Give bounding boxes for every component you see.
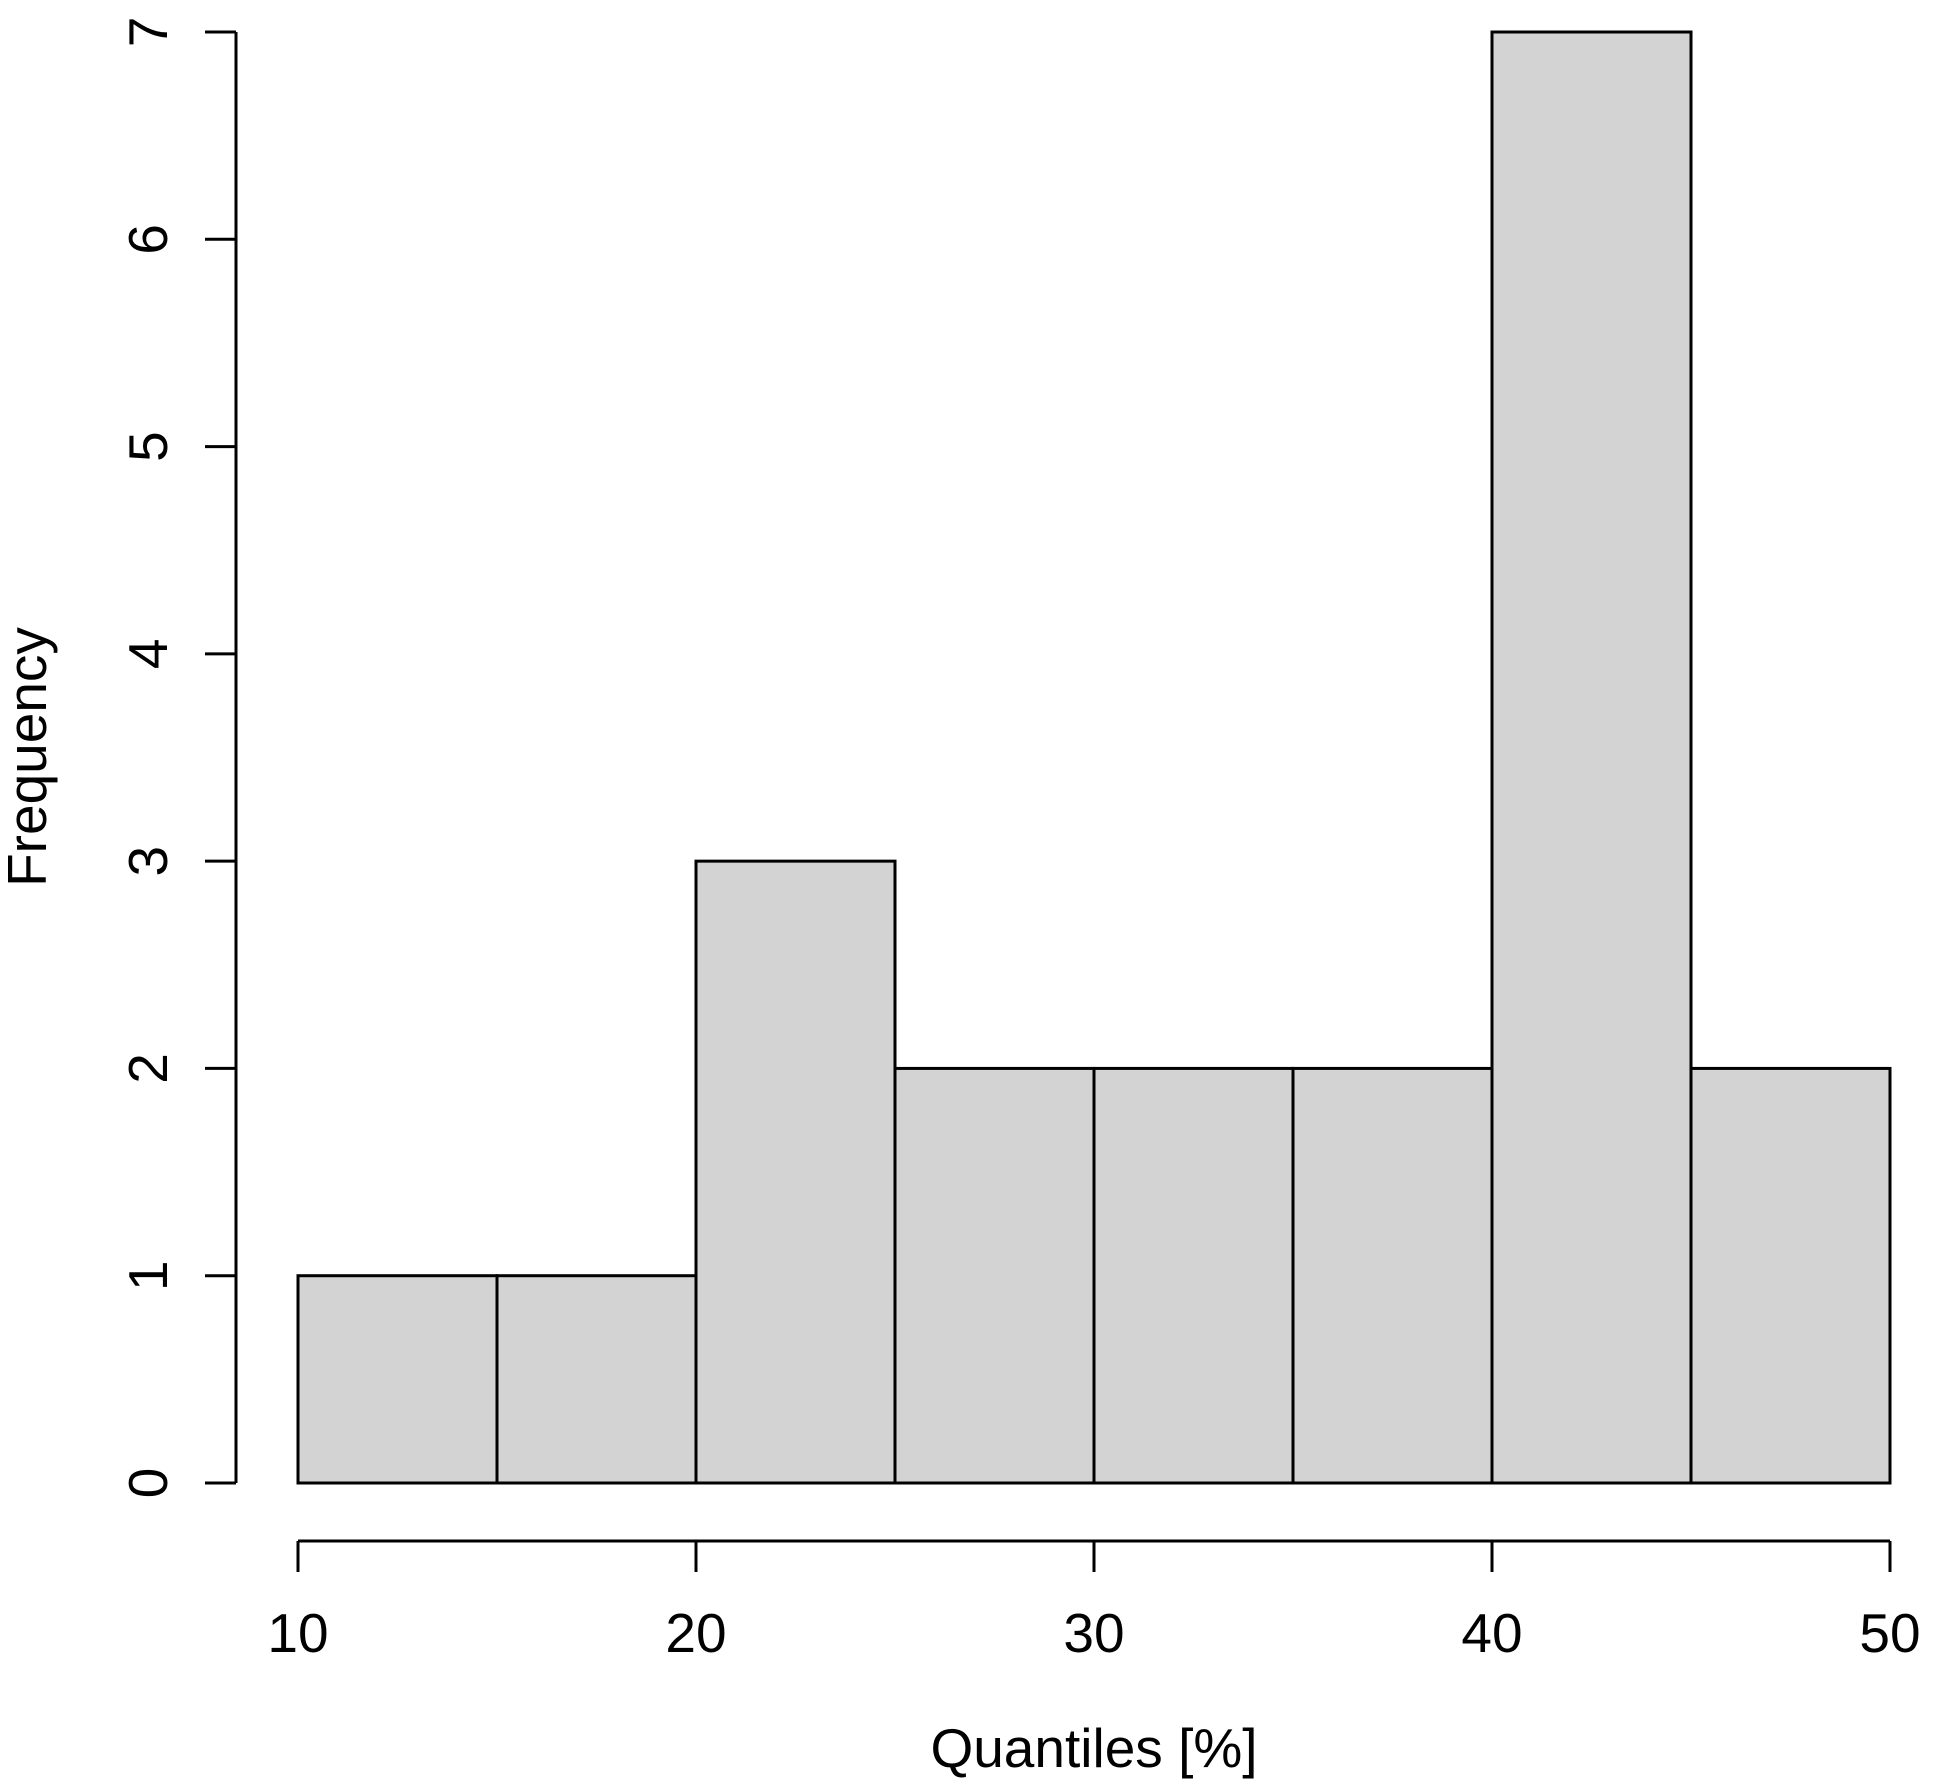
y-tick-label: 7 [117, 17, 179, 48]
x-tick-label: 20 [665, 1602, 726, 1664]
y-axis-title: Frequency [0, 627, 58, 887]
histogram-bar [1291, 1066, 1494, 1485]
y-tick-label: 4 [117, 639, 179, 670]
x-tick-label: 30 [1063, 1602, 1124, 1664]
histogram-bar [694, 859, 897, 1485]
y-tick-label: 5 [117, 431, 179, 462]
x-tick-label: 40 [1461, 1602, 1522, 1664]
y-tick-label: 6 [117, 224, 179, 255]
histogram-bar [1689, 1066, 1892, 1485]
histogram-bar [495, 1274, 698, 1485]
y-tick-label: 2 [117, 1053, 179, 1084]
x-tick-label: 50 [1859, 1602, 1920, 1664]
y-tick-label: 0 [117, 1468, 179, 1499]
histogram-bar [893, 1066, 1096, 1485]
y-tick-label: 1 [117, 1260, 179, 1291]
x-axis-title: Quantiles [%] [930, 1717, 1257, 1779]
y-tick-label: 3 [117, 846, 179, 877]
histogram-bar [1092, 1066, 1295, 1485]
histogram-bar [296, 1274, 499, 1485]
histogram-bar [1490, 30, 1693, 1485]
x-tick-label: 10 [267, 1602, 328, 1664]
